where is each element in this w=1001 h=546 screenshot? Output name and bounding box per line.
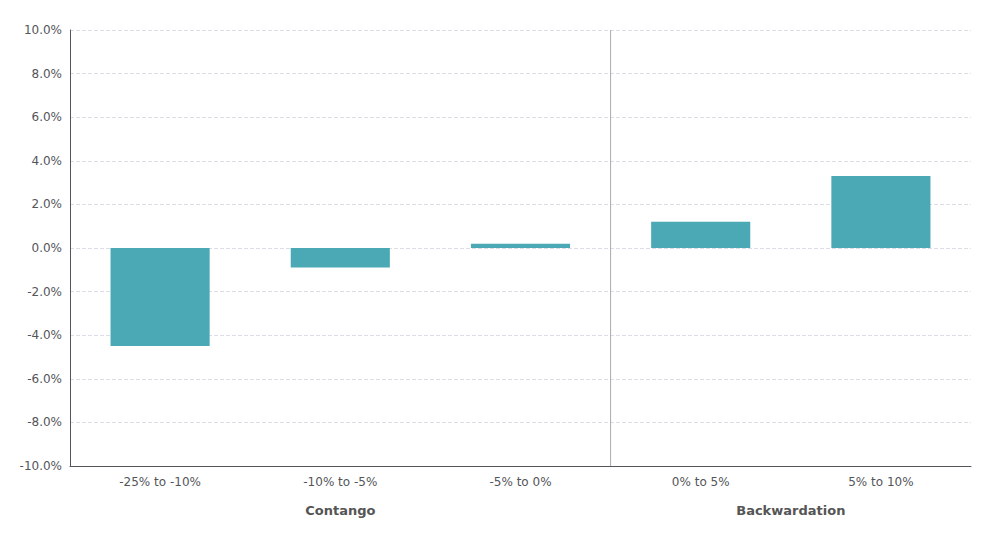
svg-text:-6.0%: -6.0% (27, 372, 62, 386)
svg-text:0% to 5%: 0% to 5% (672, 475, 730, 489)
svg-text:-8.0%: -8.0% (27, 415, 62, 429)
svg-text:-4.0%: -4.0% (27, 328, 62, 342)
svg-text:8.0%: 8.0% (32, 67, 63, 81)
svg-text:-2.0%: -2.0% (27, 285, 62, 299)
svg-text:0.0%: 0.0% (32, 241, 63, 255)
svg-text:Backwardation: Backwardation (736, 503, 845, 518)
svg-text:10.0%: 10.0% (24, 23, 62, 37)
svg-text:5% to 10%: 5% to 10% (848, 475, 913, 489)
svg-text:-5% to 0%: -5% to 0% (489, 475, 551, 489)
svg-text:-10% to -5%: -10% to -5% (303, 475, 377, 489)
svg-text:6.0%: 6.0% (32, 110, 63, 124)
svg-text:2.0%: 2.0% (32, 197, 63, 211)
svg-text:4.0%: 4.0% (32, 154, 63, 168)
svg-text:-10.0%: -10.0% (20, 459, 62, 473)
svg-text:Contango: Contango (305, 503, 375, 518)
svg-text:-25% to -10%: -25% to -10% (119, 475, 201, 489)
